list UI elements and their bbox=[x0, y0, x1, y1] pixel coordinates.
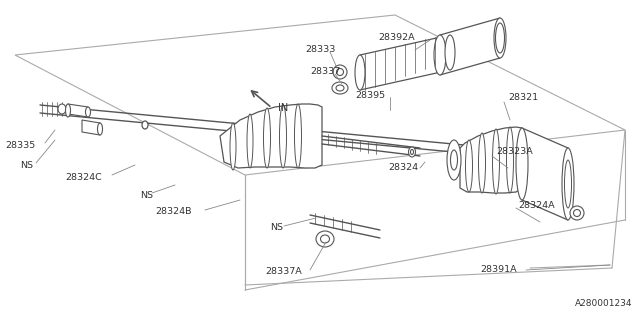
Text: 28324A: 28324A bbox=[518, 201, 555, 210]
Text: 28324C: 28324C bbox=[65, 173, 102, 182]
Ellipse shape bbox=[479, 133, 486, 193]
Text: 28324: 28324 bbox=[388, 164, 418, 172]
Ellipse shape bbox=[506, 127, 513, 193]
Ellipse shape bbox=[280, 105, 287, 168]
Polygon shape bbox=[440, 18, 500, 75]
Ellipse shape bbox=[564, 160, 572, 208]
Ellipse shape bbox=[142, 121, 148, 129]
Text: 28335: 28335 bbox=[5, 140, 35, 149]
Text: NS: NS bbox=[20, 161, 33, 170]
Text: 28324B: 28324B bbox=[155, 207, 191, 217]
Ellipse shape bbox=[316, 231, 334, 247]
Text: 28321: 28321 bbox=[508, 93, 538, 102]
Ellipse shape bbox=[333, 65, 347, 79]
Ellipse shape bbox=[562, 148, 574, 220]
Ellipse shape bbox=[264, 108, 271, 168]
Ellipse shape bbox=[332, 82, 348, 94]
Ellipse shape bbox=[493, 129, 499, 194]
Ellipse shape bbox=[355, 55, 365, 90]
Polygon shape bbox=[522, 128, 568, 220]
Text: A280001234: A280001234 bbox=[575, 299, 632, 308]
Text: 28333: 28333 bbox=[305, 45, 335, 54]
Text: IN: IN bbox=[278, 103, 288, 113]
Ellipse shape bbox=[447, 140, 461, 180]
Ellipse shape bbox=[434, 35, 446, 75]
Text: 28391A: 28391A bbox=[480, 266, 516, 275]
Text: NS: NS bbox=[270, 223, 283, 233]
Text: 28392A: 28392A bbox=[378, 34, 415, 43]
Polygon shape bbox=[82, 120, 100, 135]
Ellipse shape bbox=[570, 206, 584, 220]
Ellipse shape bbox=[494, 18, 506, 58]
Ellipse shape bbox=[65, 104, 70, 117]
Ellipse shape bbox=[445, 35, 455, 70]
Text: NS: NS bbox=[140, 190, 153, 199]
Polygon shape bbox=[220, 104, 322, 168]
Text: 28337: 28337 bbox=[310, 68, 340, 76]
Polygon shape bbox=[68, 104, 88, 117]
Ellipse shape bbox=[336, 85, 344, 91]
Ellipse shape bbox=[465, 140, 472, 192]
Ellipse shape bbox=[294, 104, 301, 168]
Text: 28323A: 28323A bbox=[496, 148, 532, 156]
Ellipse shape bbox=[86, 107, 90, 117]
Polygon shape bbox=[460, 127, 522, 193]
Ellipse shape bbox=[321, 235, 330, 243]
Ellipse shape bbox=[230, 123, 236, 170]
Text: 28337A: 28337A bbox=[265, 268, 301, 276]
Ellipse shape bbox=[247, 114, 253, 168]
Ellipse shape bbox=[410, 149, 413, 155]
Polygon shape bbox=[360, 35, 450, 90]
Text: 28395: 28395 bbox=[355, 91, 385, 100]
Ellipse shape bbox=[97, 123, 102, 135]
Ellipse shape bbox=[516, 128, 528, 200]
Polygon shape bbox=[15, 15, 625, 175]
Ellipse shape bbox=[495, 23, 504, 53]
Ellipse shape bbox=[408, 147, 415, 157]
Ellipse shape bbox=[58, 104, 66, 114]
Ellipse shape bbox=[573, 210, 580, 217]
Ellipse shape bbox=[451, 150, 458, 170]
Ellipse shape bbox=[337, 68, 344, 76]
